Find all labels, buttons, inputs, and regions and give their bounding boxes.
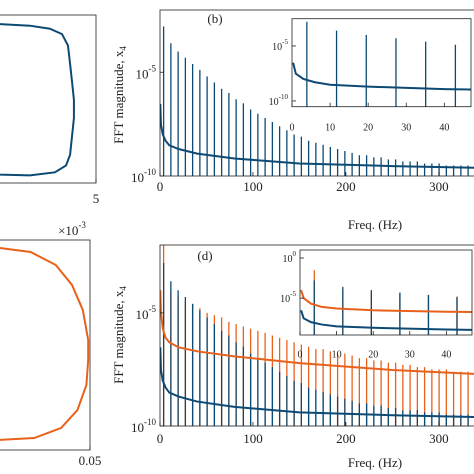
panel: 0.05 ×10-3 xyxy=(0,220,101,468)
plot-frame xyxy=(0,239,91,451)
y-tick-label-exponent: -5 xyxy=(149,63,157,73)
y-tick-label-exponent: -10 xyxy=(144,417,156,427)
data-line xyxy=(292,62,471,91)
y-tick-label-exponent: -10 xyxy=(144,167,156,177)
y-tick-label-base: 10 xyxy=(272,42,282,53)
x-tick-label: 10 xyxy=(325,122,335,133)
data-line xyxy=(160,103,474,169)
y-tick-label: 10-5 xyxy=(136,304,157,322)
y-tick-label: 10-5 xyxy=(280,290,296,306)
x-tick-label: 40 xyxy=(441,349,451,360)
data-line xyxy=(300,289,472,314)
data-line xyxy=(0,23,75,177)
panel: 5 xyxy=(0,14,100,206)
x-tick-label: 300 xyxy=(429,179,449,194)
y-tick-label: 10-10 xyxy=(269,93,289,109)
axis-exponent: ×10-3 xyxy=(58,220,86,238)
x-axis-label: Freq. (Hz) xyxy=(348,217,402,232)
series-group xyxy=(160,26,474,176)
y-tick-label: 10-5 xyxy=(272,38,288,54)
data-line xyxy=(160,347,474,418)
y-tick-label-base: 10 xyxy=(136,307,149,322)
x-tick-label: 200 xyxy=(336,431,356,446)
x-tick-label: 100 xyxy=(243,431,263,446)
plot-frame xyxy=(159,244,474,427)
axis-exponent-base: ×10 xyxy=(58,223,78,238)
series-group xyxy=(0,246,90,441)
x-tick-label: 30 xyxy=(401,122,411,133)
x-axis-label: Freq. (Hz) xyxy=(348,455,402,470)
series-group xyxy=(300,270,472,335)
y-tick-label: 10-5 xyxy=(136,63,157,81)
x-tick-label: 5 xyxy=(93,191,100,206)
y-axis-label: FFT magnitude, x4 xyxy=(111,46,128,144)
plot-frame xyxy=(0,14,97,184)
y-tick-label-exponent: -5 xyxy=(282,38,288,46)
panel-label: (b) xyxy=(207,11,222,26)
y-tick-label-exponent: -5 xyxy=(149,304,157,314)
y-tick-label-base: 10 xyxy=(136,66,149,81)
x-tick-label: 200 xyxy=(336,179,356,194)
data-line xyxy=(0,246,90,441)
data-line xyxy=(160,290,474,375)
y-tick-label: 10-10 xyxy=(131,167,156,185)
x-tick-label: 0 xyxy=(157,431,164,446)
y-axis-label-subscript: 4 xyxy=(118,46,128,51)
y-tick-label-base: 10 xyxy=(131,170,144,185)
y-axis-label-text: FFT magnitude, x xyxy=(111,50,126,144)
y-tick-label: 100 xyxy=(283,250,297,266)
x-tick-label: 20 xyxy=(368,349,378,360)
y-axis-label-text: FFT magnitude, x xyxy=(111,290,126,384)
y-axis-label-subscript: 4 xyxy=(118,286,128,291)
series-group xyxy=(160,245,474,426)
panel-label: (d) xyxy=(197,248,212,263)
x-tick-label: 0 xyxy=(290,122,295,133)
y-tick-label-base: 10 xyxy=(283,254,293,265)
inset-background xyxy=(292,18,471,107)
y-tick-label-base: 10 xyxy=(269,97,279,108)
data-line xyxy=(300,310,472,331)
x-tick-label: 0 xyxy=(157,179,164,194)
y-tick-label-exponent: 0 xyxy=(293,250,297,258)
plot-frame xyxy=(299,249,473,336)
series-group xyxy=(0,23,75,177)
x-tick-label: 0 xyxy=(298,349,303,360)
y-tick-label-exponent: -10 xyxy=(279,93,289,101)
x-tick-label: 30 xyxy=(405,349,415,360)
plot-frame xyxy=(291,18,472,108)
axis-exponent-exponent: -3 xyxy=(78,220,86,230)
y-axis-label: FFT magnitude, x4 xyxy=(111,286,128,384)
series-group xyxy=(292,21,471,107)
y-tick-label: 10-10 xyxy=(131,417,156,435)
x-tick-label: 0.05 xyxy=(79,453,102,468)
y-tick-label-base: 10 xyxy=(131,420,144,435)
y-tick-label-base: 10 xyxy=(280,294,290,305)
x-tick-label: 100 xyxy=(243,179,263,194)
plot-frame xyxy=(159,9,474,177)
x-tick-label: 20 xyxy=(363,122,373,133)
x-tick-label: 10 xyxy=(332,349,342,360)
x-tick-label: 40 xyxy=(439,122,449,133)
y-tick-label-exponent: -5 xyxy=(290,290,296,298)
inset-background xyxy=(300,250,472,335)
x-tick-label: 300 xyxy=(429,431,449,446)
